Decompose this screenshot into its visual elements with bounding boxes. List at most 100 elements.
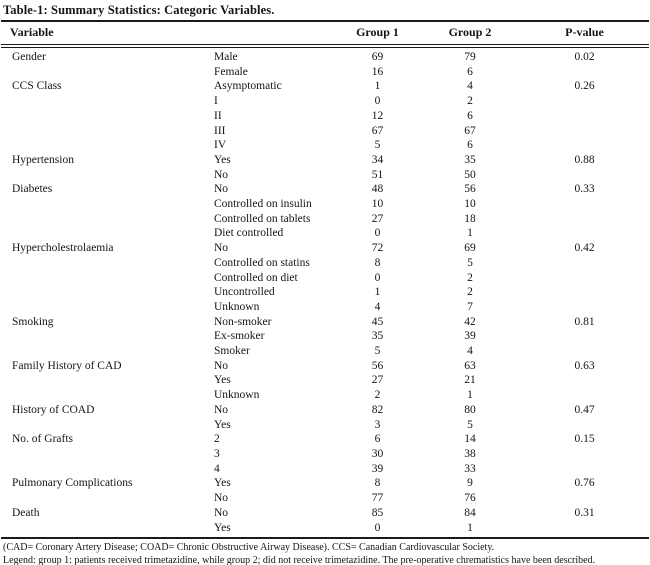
cell-pvalue (520, 65, 649, 80)
cell-group1: 51 (371, 168, 384, 181)
cell-pvalue: 0.02 (574, 51, 595, 63)
cell-pvalue: 0.81 (574, 315, 595, 328)
table-row: Uncontrolled 1 2 (1, 285, 649, 300)
cell-category: No (214, 506, 229, 519)
cell-variable (1, 109, 205, 124)
cell-category: Non-smoker (214, 315, 272, 328)
cell-variable (1, 226, 205, 241)
table-row: Female 16 6 (1, 65, 649, 80)
table-row: Gender Male 69 79 0.02 (1, 46, 649, 65)
cell-pvalue (520, 212, 649, 227)
cell-variable: No. of Grafts (12, 433, 73, 446)
cell-group2: 38 (464, 447, 476, 460)
cell-pvalue: 0.15 (574, 433, 595, 446)
cell-pvalue (520, 520, 649, 540)
cell-group1: 27 (371, 374, 384, 387)
column-header-category (205, 20, 335, 48)
cell-variable (1, 388, 205, 403)
cell-pvalue (520, 256, 649, 271)
cell-group2: 84 (464, 506, 476, 519)
table-row: 3 30 38 (1, 447, 649, 462)
cell-category: Asymptomatic (214, 80, 282, 93)
cell-variable (1, 138, 205, 153)
cell-group1: 3 (374, 418, 381, 431)
table-row: Family History of CAD No 56 63 0.63 (1, 359, 649, 374)
cell-group2: 56 (464, 183, 476, 196)
cell-pvalue: 0.42 (574, 242, 595, 255)
cell-group1: 69 (371, 51, 384, 63)
cell-group2: 5 (467, 256, 473, 269)
cell-group2: 2 (467, 286, 473, 299)
cell-pvalue: 0.26 (574, 80, 595, 93)
cell-group2: 2 (467, 95, 473, 108)
cell-group1: 67 (371, 124, 384, 137)
cell-category: Yes (214, 153, 231, 166)
column-header-group2: Group 2 (420, 20, 520, 48)
cell-group2: 9 (467, 477, 473, 490)
cell-group2: 35 (464, 153, 476, 166)
table-row: 4 39 33 (1, 462, 649, 477)
cell-group2: 42 (464, 315, 476, 328)
cell-pvalue: 0.88 (574, 153, 595, 166)
cell-group1: 27 (371, 212, 384, 225)
column-header-group1: Group 1 (335, 20, 420, 48)
table-row: Pulmonary Complications Yes 8 9 0.76 (1, 476, 649, 491)
table-row: Diet controlled 0 1 (1, 226, 649, 241)
cell-category: Yes (205, 520, 335, 540)
cell-category: Controlled on statins (214, 256, 310, 269)
cell-category: 3 (214, 447, 220, 460)
cell-variable: CCS Class (12, 80, 62, 93)
cell-pvalue (520, 271, 649, 286)
cell-group2: 2 (467, 271, 473, 284)
cell-variable (1, 65, 205, 80)
cell-group1: 0 (374, 227, 381, 240)
cell-group2: 4 (467, 80, 473, 93)
cell-pvalue (520, 285, 649, 300)
cell-variable: Hypertension (12, 153, 74, 166)
cell-category: No (214, 403, 229, 416)
cell-pvalue: 0.63 (574, 359, 595, 372)
cell-variable (1, 447, 205, 462)
cell-pvalue (520, 168, 649, 183)
table-row: Controlled on statins 8 5 (1, 256, 649, 271)
cell-category: Yes (214, 374, 231, 387)
cell-group2: 79 (464, 51, 476, 63)
cell-pvalue (520, 226, 649, 241)
cell-group1: 45 (371, 315, 384, 328)
column-header-variable: Variable (1, 20, 205, 48)
cell-pvalue (520, 388, 649, 403)
cell-category: Smoker (214, 345, 250, 358)
cell-group1: 12 (371, 109, 384, 122)
cell-group1: 56 (371, 359, 384, 372)
cell-category: No (214, 168, 229, 181)
cell-category: No (214, 183, 229, 196)
table-row: CCS Class Asymptomatic 1 4 0.26 (1, 79, 649, 94)
table-row: IV 5 6 (1, 138, 649, 153)
cell-category: Uncontrolled (214, 286, 275, 299)
cell-pvalue (520, 109, 649, 124)
cell-group1: 82 (371, 403, 384, 416)
table-row: Diabetes No 48 56 0.33 (1, 182, 649, 197)
cell-group1: 8 (374, 256, 381, 269)
cell-pvalue (520, 344, 649, 359)
cell-group1: 0 (335, 520, 420, 540)
cell-group2: 14 (464, 433, 476, 446)
cell-group1: 30 (371, 447, 384, 460)
cell-group1: 2 (374, 389, 381, 402)
cell-variable: Death (12, 506, 40, 519)
cell-pvalue (520, 94, 649, 109)
cell-pvalue (520, 300, 649, 315)
table-row: Yes 3 5 (1, 418, 649, 433)
cell-group2: 6 (467, 139, 473, 152)
cell-variable: Hypercholestrolaemia (12, 242, 114, 255)
cell-category: Female (214, 65, 248, 78)
table-row: Hypercholestrolaemia No 72 69 0.42 (1, 241, 649, 256)
cell-category: 4 (214, 462, 220, 475)
cell-group2: 33 (464, 462, 476, 475)
table-row: Ex-smoker 35 39 (1, 329, 649, 344)
table-row: I 0 2 (1, 94, 649, 109)
cell-category: Controlled on insulin (214, 198, 312, 211)
cell-pvalue: 0.31 (574, 506, 595, 519)
cell-category: Controlled on diet (214, 271, 298, 284)
cell-pvalue (520, 373, 649, 388)
